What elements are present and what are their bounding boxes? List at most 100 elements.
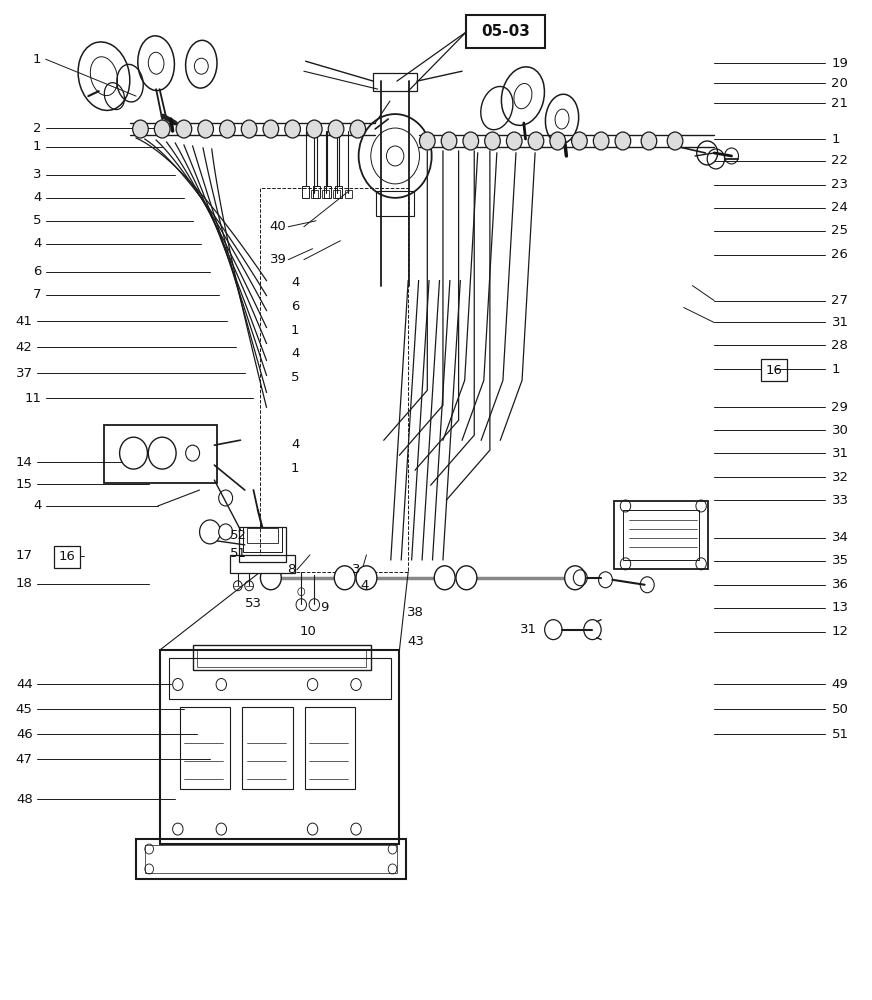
- Bar: [243, 527, 283, 552]
- Text: 4: 4: [361, 579, 369, 592]
- Bar: [310, 190, 317, 198]
- Text: 44: 44: [16, 678, 32, 691]
- Circle shape: [242, 120, 257, 138]
- Circle shape: [572, 132, 587, 150]
- Text: 24: 24: [832, 201, 848, 214]
- Text: 21: 21: [832, 97, 848, 110]
- Bar: [335, 186, 342, 198]
- Circle shape: [198, 120, 214, 138]
- Text: 6: 6: [33, 265, 41, 278]
- Text: 1: 1: [832, 363, 840, 376]
- Text: 49: 49: [832, 678, 848, 691]
- Text: 31: 31: [520, 623, 537, 636]
- Text: 2: 2: [33, 122, 41, 135]
- Circle shape: [463, 132, 479, 150]
- Circle shape: [261, 566, 282, 590]
- Text: 46: 46: [16, 728, 32, 741]
- Text: 9: 9: [320, 601, 328, 614]
- Bar: [614, 501, 708, 569]
- Bar: [324, 186, 330, 198]
- Bar: [193, 645, 371, 670]
- Circle shape: [456, 566, 477, 590]
- Text: 19: 19: [832, 57, 848, 70]
- Text: 4: 4: [291, 276, 300, 289]
- Circle shape: [434, 566, 455, 590]
- Text: 10: 10: [300, 625, 317, 638]
- Text: 32: 32: [832, 471, 848, 484]
- Circle shape: [263, 120, 279, 138]
- Text: 22: 22: [832, 154, 848, 167]
- Text: 51: 51: [230, 547, 248, 560]
- Text: 18: 18: [16, 577, 32, 590]
- Text: 17: 17: [16, 549, 32, 562]
- Circle shape: [328, 120, 344, 138]
- Bar: [197, 649, 366, 667]
- Text: 13: 13: [832, 601, 848, 614]
- Bar: [344, 190, 351, 198]
- Circle shape: [565, 566, 585, 590]
- Text: 3: 3: [33, 168, 41, 181]
- Bar: [333, 190, 340, 198]
- Bar: [304, 707, 355, 789]
- Circle shape: [419, 132, 435, 150]
- Circle shape: [550, 132, 566, 150]
- Text: 34: 34: [832, 531, 848, 544]
- Text: 4: 4: [33, 191, 41, 204]
- Text: 41: 41: [16, 315, 32, 328]
- Text: 39: 39: [269, 253, 287, 266]
- Circle shape: [306, 120, 322, 138]
- Text: 4: 4: [33, 499, 41, 512]
- Text: 23: 23: [832, 178, 848, 191]
- Bar: [180, 707, 230, 789]
- Bar: [242, 707, 293, 789]
- Text: 38: 38: [407, 606, 424, 619]
- Bar: [761, 359, 787, 381]
- Text: 52: 52: [230, 529, 248, 542]
- Text: 4: 4: [291, 347, 300, 360]
- Text: 5: 5: [291, 371, 300, 384]
- Text: 25: 25: [832, 224, 848, 237]
- Text: 31: 31: [832, 447, 848, 460]
- Text: 16: 16: [58, 550, 75, 563]
- Circle shape: [528, 132, 544, 150]
- Circle shape: [507, 132, 522, 150]
- Text: 47: 47: [16, 753, 32, 766]
- Text: 5: 5: [33, 214, 41, 227]
- Text: 28: 28: [832, 339, 848, 352]
- Circle shape: [485, 132, 501, 150]
- Text: 29: 29: [832, 401, 848, 414]
- Text: 50: 50: [832, 703, 848, 716]
- Bar: [373, 73, 417, 91]
- Text: 1: 1: [291, 324, 300, 337]
- Circle shape: [219, 524, 233, 540]
- Text: 53: 53: [245, 597, 262, 610]
- Circle shape: [285, 120, 300, 138]
- Bar: [169, 658, 391, 699]
- Text: 11: 11: [24, 392, 41, 405]
- Bar: [136, 839, 405, 879]
- Text: 48: 48: [16, 793, 32, 806]
- Text: 7: 7: [33, 288, 41, 301]
- Text: 20: 20: [832, 77, 848, 90]
- Bar: [160, 650, 399, 844]
- Bar: [302, 186, 309, 198]
- Text: 33: 33: [832, 494, 848, 507]
- Text: 12: 12: [832, 625, 848, 638]
- Text: 37: 37: [16, 367, 32, 380]
- Text: 40: 40: [269, 220, 287, 233]
- Circle shape: [176, 120, 192, 138]
- Bar: [230, 555, 296, 573]
- Circle shape: [119, 437, 147, 469]
- Text: 05-03: 05-03: [481, 24, 530, 39]
- Text: 31: 31: [832, 316, 848, 329]
- Text: 1: 1: [832, 133, 840, 146]
- Circle shape: [334, 566, 355, 590]
- Circle shape: [667, 132, 683, 150]
- Bar: [239, 527, 287, 562]
- Bar: [261, 188, 408, 572]
- Text: 1: 1: [33, 140, 41, 153]
- Text: 15: 15: [16, 478, 32, 491]
- Circle shape: [350, 120, 365, 138]
- Bar: [53, 546, 79, 568]
- Text: 14: 14: [16, 456, 32, 469]
